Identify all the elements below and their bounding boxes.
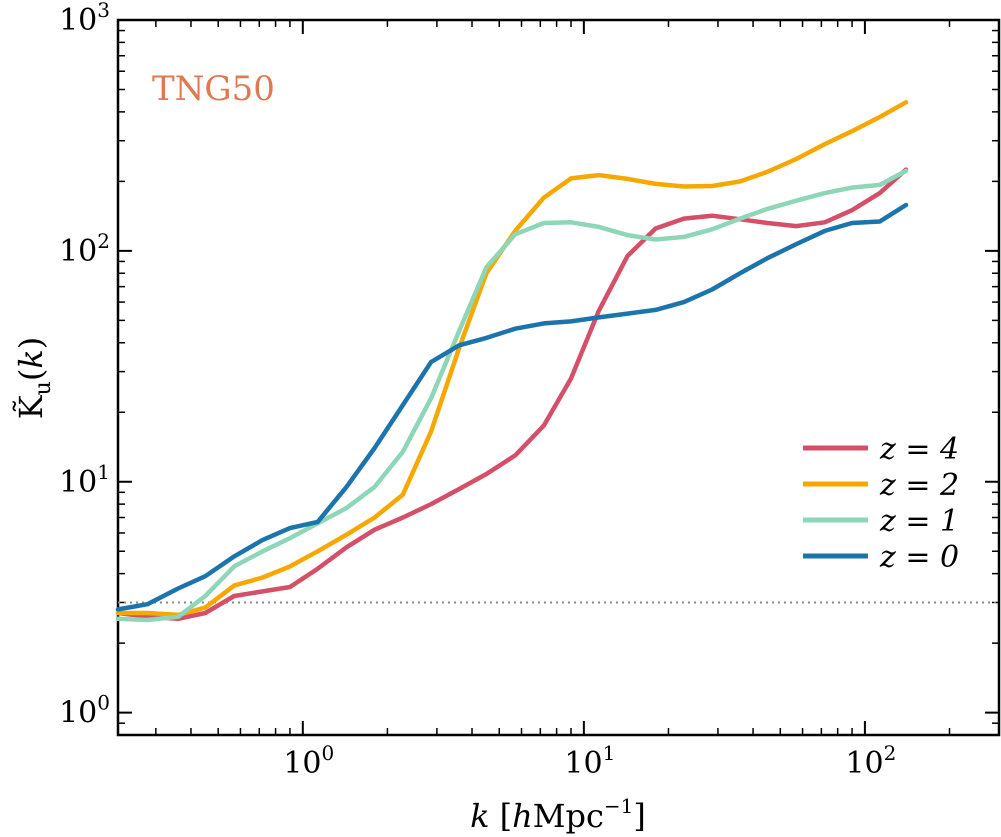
- legend-label: z = 4: [879, 432, 959, 467]
- x-tick-label: 100: [283, 741, 334, 781]
- plot-frame: [116, 18, 1001, 737]
- y-tick-label: 100: [59, 691, 110, 731]
- tng50-annotation: TNG50: [152, 69, 275, 109]
- series-line-1: [115, 100, 909, 618]
- y-axis-label: K̃u(k): [12, 337, 56, 419]
- svg-text:K̃u(k): K̃u(k): [12, 337, 56, 419]
- tick-labels: 100 101 102 100 101 102 103: [59, 0, 896, 781]
- series-lines: [115, 100, 909, 623]
- legend-label: z = 1: [879, 504, 959, 539]
- series-line-2: [115, 168, 909, 623]
- series-line-3: [115, 202, 909, 612]
- y-tick-label: 102: [59, 229, 110, 269]
- series-line-0: [115, 167, 909, 622]
- x-tick-label: 101: [564, 741, 615, 781]
- legend: z = 4z = 2z = 1z = 0: [803, 432, 959, 575]
- x-axis-label: k [hMpc−1]: [470, 794, 646, 835]
- y-tick-label: 101: [59, 460, 110, 500]
- axis-ticks: [118, 19, 1000, 736]
- legend-label: z = 0: [879, 540, 959, 575]
- legend-label: z = 2: [879, 468, 959, 503]
- y-tick-label: 103: [59, 0, 110, 38]
- x-tick-label: 102: [845, 741, 896, 781]
